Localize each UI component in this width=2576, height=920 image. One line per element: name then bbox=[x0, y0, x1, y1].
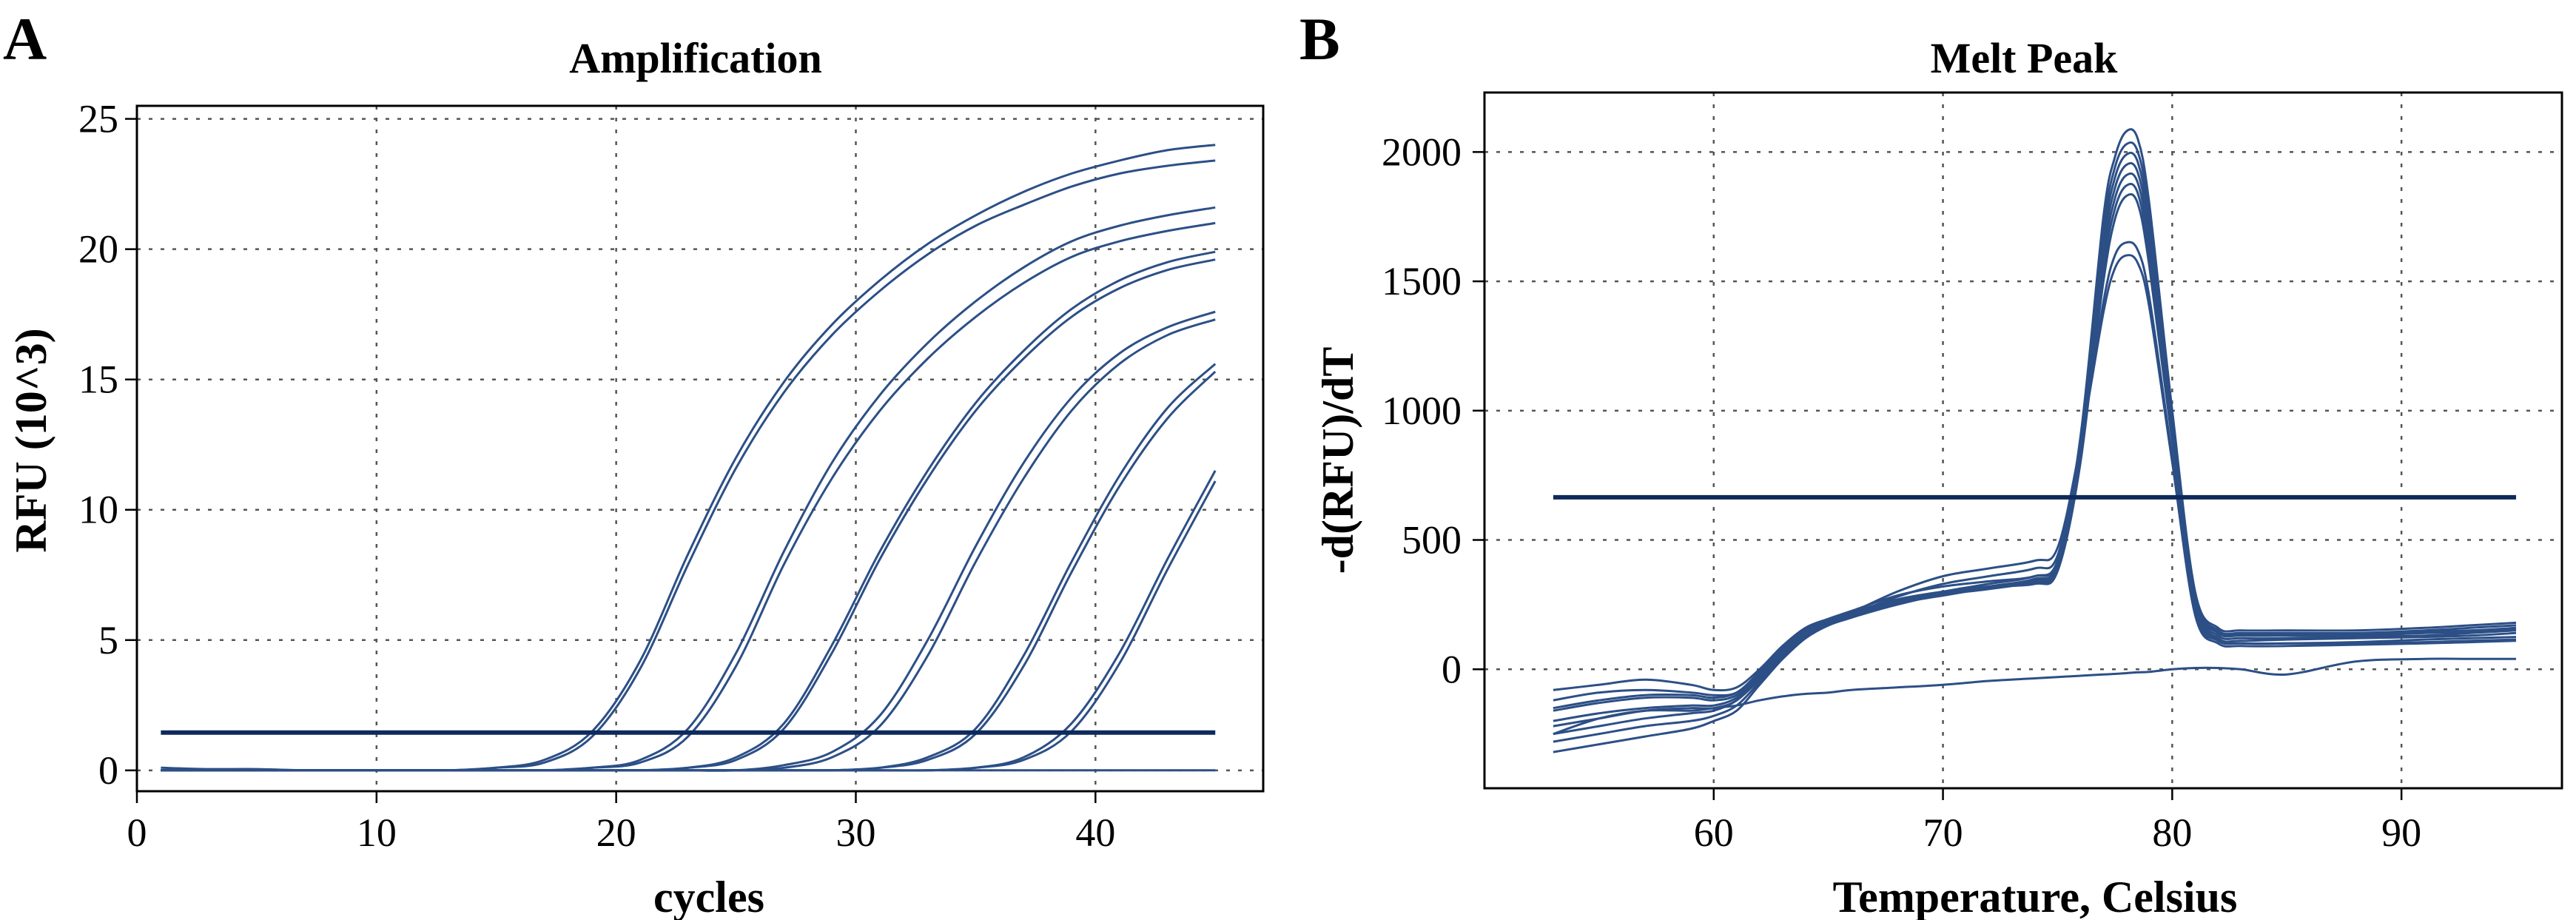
series-line bbox=[161, 144, 1216, 772]
y-tick-label: 1500 bbox=[1382, 259, 1462, 303]
series-line bbox=[161, 766, 1216, 772]
series-line bbox=[1553, 657, 2516, 736]
x-tick-label: 80 bbox=[2152, 810, 2192, 855]
y-tick-label: 2000 bbox=[1382, 130, 1462, 174]
panel-a-letter: A bbox=[3, 5, 47, 73]
y-tick-label: 25 bbox=[78, 97, 118, 141]
series-line bbox=[161, 206, 1216, 772]
y-tick-label: 0 bbox=[1442, 647, 1462, 691]
x-tick-label: 60 bbox=[1694, 810, 1734, 855]
panel-b-melt-peak: B Melt Peak -d(RFU)/dT Temperature, Cels… bbox=[1299, 5, 2563, 920]
series-line bbox=[161, 221, 1216, 772]
series-line bbox=[161, 371, 1217, 772]
x-tick-label: 0 bbox=[127, 810, 147, 855]
series-line bbox=[1553, 128, 2517, 753]
x-tick-label: 90 bbox=[2381, 810, 2421, 855]
x-tick-label: 20 bbox=[596, 810, 636, 855]
panel-a-plot-area: 0 10 20 30 40 0 5 10 15 20 25 bbox=[78, 97, 1263, 855]
panel-b-letter: B bbox=[1299, 5, 1340, 73]
panel-b-xlabel: Temperature, Celsius bbox=[1833, 873, 2238, 920]
series-line bbox=[161, 310, 1216, 772]
series-line bbox=[161, 159, 1216, 772]
panel-b-plot-area: 60 70 80 90 0 500 1000 1500 2000 bbox=[1382, 93, 2562, 855]
panel-b-ylabel: -d(RFU)/dT bbox=[1314, 347, 1362, 574]
x-tick-label: 30 bbox=[835, 810, 875, 855]
panel-a-xlabel: cycles bbox=[653, 873, 764, 920]
series-line bbox=[1553, 241, 2517, 728]
series-line bbox=[1553, 254, 2517, 710]
panel-b-frame bbox=[1483, 91, 2563, 790]
x-tick-label: 40 bbox=[1075, 810, 1115, 855]
panel-a-title: Amplification bbox=[569, 34, 822, 82]
x-tick-label: 70 bbox=[1923, 810, 1963, 855]
series-line bbox=[161, 258, 1216, 772]
series-line bbox=[1553, 192, 2517, 692]
series-line bbox=[1553, 152, 2517, 736]
series-line bbox=[161, 318, 1216, 772]
series-line bbox=[1553, 141, 2517, 743]
series-line bbox=[1553, 182, 2517, 702]
y-tick-label: 15 bbox=[78, 357, 118, 402]
series-line bbox=[161, 470, 1217, 772]
y-tick-label: 5 bbox=[98, 618, 118, 662]
y-tick-label: 20 bbox=[78, 227, 118, 272]
panel-a-ylabel: RFU (10^3) bbox=[7, 328, 56, 552]
x-tick-label: 10 bbox=[357, 810, 397, 855]
y-tick-label: 0 bbox=[98, 748, 118, 793]
series-line bbox=[161, 363, 1217, 772]
y-tick-label: 1000 bbox=[1382, 389, 1462, 433]
series-line bbox=[161, 250, 1216, 772]
panel-a-frame bbox=[135, 104, 1265, 793]
y-tick-label: 10 bbox=[78, 488, 118, 532]
panel-b-title: Melt Peak bbox=[1931, 34, 2119, 82]
panel-a-amplification: A Amplification RFU (10^3) cycles 0 10 20 3… bbox=[3, 5, 1265, 920]
y-tick-label: 500 bbox=[1402, 518, 1462, 563]
